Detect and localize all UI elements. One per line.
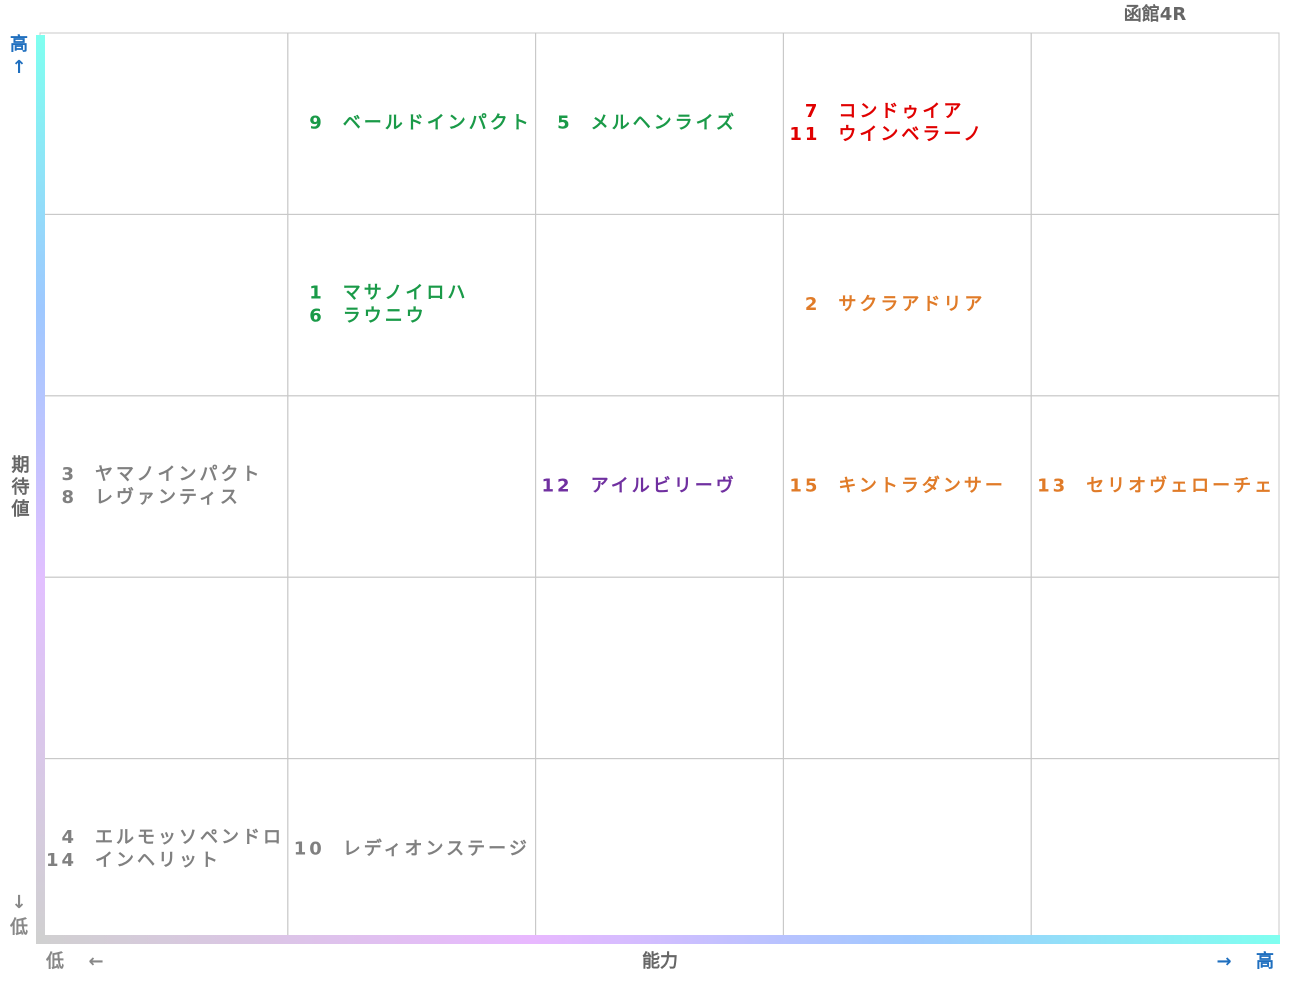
cell <box>1030 576 1280 760</box>
entry-name: キントラダンサー <box>838 475 1005 497</box>
entry-number: 7 <box>805 101 821 122</box>
entry-number: 9 <box>309 113 325 134</box>
entry-number: 10 <box>294 838 325 859</box>
cell <box>287 395 537 578</box>
entry-name: サクラアドリア <box>838 294 985 315</box>
y-high-arrow: ↑ <box>11 57 26 78</box>
cell <box>1030 32 1280 215</box>
x-low: 低 <box>45 950 64 972</box>
entry-name: マサノイロハ <box>343 283 469 304</box>
entry-number: 4 <box>61 827 77 848</box>
entry-number: 8 <box>61 487 77 508</box>
entry-name: レディオンステージ <box>343 837 530 859</box>
entry-number: 2 <box>805 294 821 315</box>
y-axis-bar <box>36 35 45 943</box>
y-high: 高 <box>10 33 28 55</box>
entry-name: エルモッソペンドロ <box>95 827 284 848</box>
title: 函館4R <box>1124 3 1187 25</box>
entry-name: ウインベラーノ <box>838 124 984 145</box>
entry-name: レヴァンティス <box>95 486 241 508</box>
entry-number: 15 <box>789 476 820 497</box>
cell <box>39 576 289 760</box>
y-low: 低 <box>9 916 28 938</box>
cell <box>39 32 289 215</box>
cell <box>39 213 289 397</box>
entry-name: ベールドインパクト <box>343 113 532 134</box>
cell <box>535 213 784 397</box>
cell <box>782 758 1032 941</box>
entry-number: 12 <box>542 476 573 497</box>
entry-name: メルヘンライズ <box>591 112 737 134</box>
cell <box>287 576 537 760</box>
entry-number: 5 <box>557 113 573 134</box>
x-high-arrow: → <box>1216 951 1231 972</box>
entry-name: コンドゥイア <box>838 101 964 122</box>
x-low-arrow: ← <box>88 951 103 972</box>
grid: 9 ベールドインパクト 5 メルヘンライズ 7 コンドゥイア 11 ウインベラーノ 1 マサノイロ… <box>39 32 1280 941</box>
cell <box>535 576 784 760</box>
cell <box>1030 758 1280 941</box>
entry-number: 6 <box>309 306 325 327</box>
y-label: 期待値 <box>9 455 31 521</box>
x-label: 能力 <box>642 950 678 972</box>
entry-name: ヤマノインパクト <box>95 464 262 485</box>
entry-number: 13 <box>1037 476 1068 497</box>
entry-name: インヘリット <box>95 850 221 871</box>
entry-number: 3 <box>61 464 77 485</box>
entry-name: セリオヴェローチェ <box>1086 475 1275 497</box>
cell <box>1030 213 1280 397</box>
entry-number: 11 <box>789 124 820 145</box>
entry-number: 1 <box>309 283 325 304</box>
entry-name: アイルビリーヴ <box>591 475 737 497</box>
cell <box>782 576 1032 760</box>
entry-number: 14 <box>46 850 77 871</box>
cell <box>535 758 784 941</box>
y-low-arrow: ↓ <box>11 892 26 913</box>
x-high: 高 <box>1256 950 1274 972</box>
entry-name: ラウニウ <box>343 306 427 327</box>
x-axis-bar <box>36 935 1280 944</box>
